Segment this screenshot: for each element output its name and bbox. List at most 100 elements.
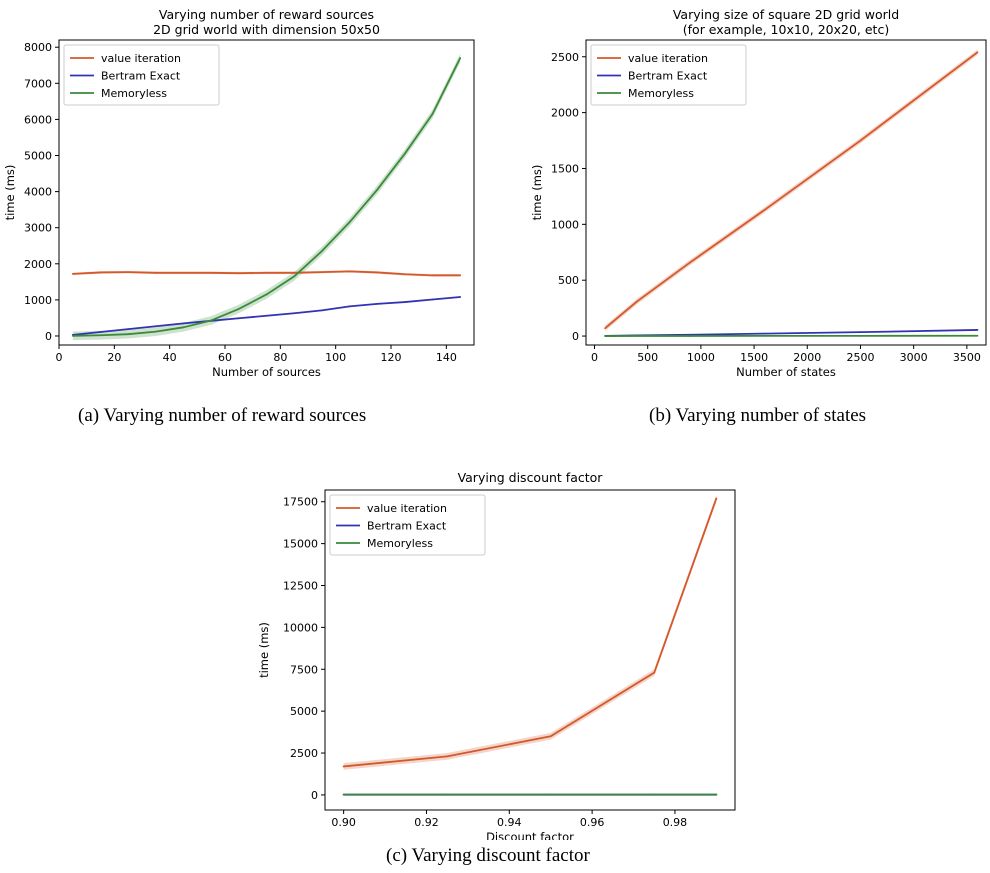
y-tick-label: 8000 [24, 41, 52, 54]
chart-title: Varying discount factor [458, 470, 604, 485]
caption-b: (b) Varying number of states [649, 405, 867, 426]
legend-label: Memoryless [101, 87, 167, 100]
y-tick-label: 5000 [24, 150, 52, 163]
data-point [182, 326, 185, 329]
y-tick-label: 1000 [551, 218, 579, 231]
y-tick-label: 3000 [24, 222, 52, 235]
data-point [265, 314, 268, 317]
x-axis-title: Number of states [736, 365, 836, 379]
data-point [320, 271, 323, 273]
x-tick-label: 3500 [953, 351, 981, 364]
x-tick-label: 60 [218, 351, 232, 364]
data-point [348, 270, 351, 273]
x-tick-label: 80 [273, 351, 287, 364]
data-point [549, 735, 552, 738]
data-point [446, 755, 449, 758]
x-tick-label: 0.94 [497, 816, 522, 829]
y-tick-label: 2500 [290, 747, 318, 760]
legend-label: Memoryless [628, 87, 694, 100]
data-point [653, 671, 656, 674]
data-point [459, 296, 462, 298]
data-point [265, 271, 268, 274]
chart-subtitle: (for example, 10x10, 20x20, etc) [683, 22, 889, 37]
plot-frame [324, 489, 736, 811]
data-point [689, 261, 692, 264]
data-point [653, 793, 656, 796]
y-tick-label: 0 [45, 330, 52, 343]
data-point [237, 317, 240, 320]
y-axis-title: time (ms) [3, 165, 17, 221]
data-point [99, 271, 102, 274]
data-point [342, 793, 345, 796]
data-point [293, 271, 296, 274]
data-point [403, 273, 406, 276]
x-tick-label: 0 [56, 351, 63, 364]
data-point [348, 221, 351, 224]
legend-label: value iteration [367, 502, 447, 515]
y-tick-label: 1000 [24, 294, 52, 307]
chart-title: Varying size of square 2D grid world [673, 7, 899, 22]
caption-a: (a) Varying number of reward sources [78, 405, 367, 426]
chart-b-states: Varying size of square 2D grid world(for… [530, 7, 987, 379]
legend [590, 44, 747, 106]
data-point [715, 793, 718, 796]
data-point [154, 330, 157, 333]
x-tick-label: 40 [163, 351, 177, 364]
legend-label: Bertram Exact [101, 70, 181, 83]
data-point [459, 274, 462, 277]
y-tick-label: 5000 [290, 705, 318, 718]
chart-title: Varying number of reward sources [159, 7, 374, 22]
data-point [689, 335, 692, 337]
legend [329, 494, 486, 556]
y-tick-label: 12500 [283, 579, 318, 592]
data-point [859, 331, 862, 334]
data-point [348, 305, 351, 308]
x-tick-label: 140 [436, 351, 457, 364]
y-tick-label: 7000 [24, 77, 52, 90]
data-point [71, 334, 74, 337]
data-point [763, 334, 766, 337]
x-tick-label: 2000 [793, 351, 821, 364]
data-point [237, 308, 240, 310]
x-tick-label: 0.92 [414, 816, 439, 829]
data-point [403, 301, 406, 303]
data-point [976, 334, 979, 337]
data-point [376, 188, 379, 191]
data-point [376, 302, 379, 305]
legend-label: Bertram Exact [367, 520, 447, 533]
data-point [265, 293, 268, 296]
x-tick-label: 20 [107, 351, 121, 364]
y-tick-label: 17500 [283, 496, 318, 509]
data-point [342, 765, 345, 768]
y-tick-label: 0 [311, 789, 318, 802]
data-point [715, 497, 718, 500]
data-point [127, 333, 130, 336]
legend-label: Memoryless [367, 537, 433, 550]
data-point [182, 271, 185, 274]
data-point [431, 274, 434, 277]
x-tick-label: 0.96 [580, 816, 605, 829]
data-point [320, 309, 323, 312]
data-point [403, 152, 406, 155]
x-tick-label: 0.98 [663, 816, 688, 829]
chart-subtitle: 2D grid world with dimension 50x50 [153, 22, 380, 37]
x-tick-label: 1000 [687, 351, 715, 364]
data-point [549, 793, 552, 796]
x-tick-label: 0.90 [331, 816, 356, 829]
chart-c-discount-factor: Varying discount factor 0.90 0.92 0.94 0.96 0… [257, 470, 736, 840]
data-point [210, 271, 213, 274]
y-axis-title: time (ms) [530, 165, 544, 221]
plot-frame [58, 39, 475, 346]
data-point [210, 319, 213, 322]
data-point [431, 298, 434, 301]
data-point [99, 331, 102, 333]
data-point [127, 271, 130, 273]
data-point [636, 335, 638, 337]
data-point [763, 332, 766, 335]
x-tick-label: 1500 [740, 351, 768, 364]
caption-c: (c) Varying discount factor [386, 845, 590, 866]
y-tick-label: 4000 [24, 186, 52, 199]
data-point [154, 271, 157, 274]
legend-label: value iteration [628, 52, 708, 65]
